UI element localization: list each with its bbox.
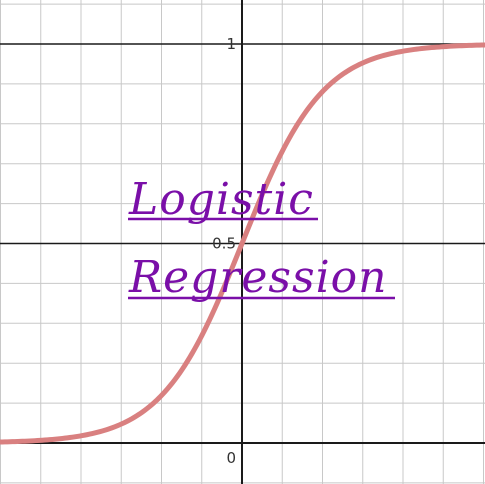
series-group [0,42,485,445]
tick-labels: 10.50 [212,35,236,467]
series-line-0 [0,42,485,445]
y-tick-label-1: 0.5 [212,235,236,253]
y-tick-label-2: 0 [226,449,236,467]
title-line-1: Logistic [128,174,314,225]
title-line-2: Regression [128,252,387,303]
chart-title: Logistic Regression [128,174,395,303]
y-tick-label-0: 1 [226,35,236,53]
